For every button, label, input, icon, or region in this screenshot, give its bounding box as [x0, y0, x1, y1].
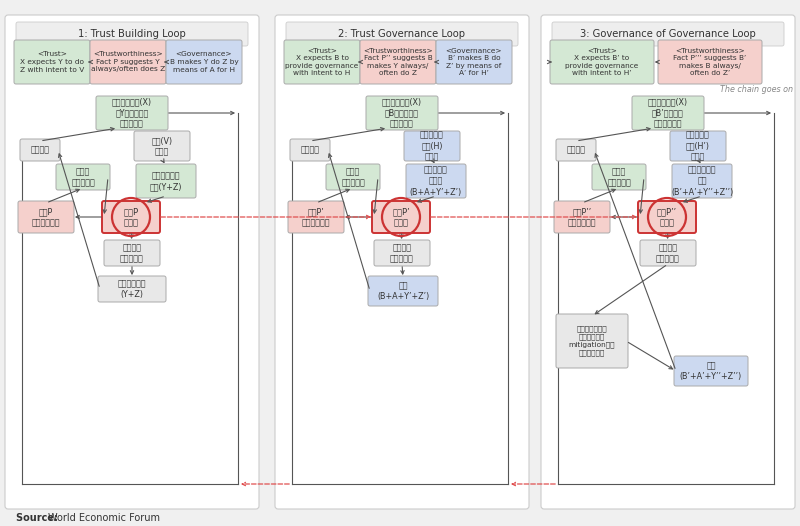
FancyBboxPatch shape: [556, 314, 628, 368]
Text: 3: Governance of Governance Loop: 3: Governance of Governance Loop: [580, 29, 756, 39]
FancyBboxPatch shape: [20, 139, 60, 161]
Text: 事実P’’
の評価: 事実P’’ の評価: [657, 207, 677, 227]
Text: ガバナンス
目的(H’)
の設定: ガバナンス 目的(H’) の設定: [686, 130, 710, 161]
Text: トラスト主体(X)
はBを信頼する
と判断する: トラスト主体(X) はBを信頼する と判断する: [382, 97, 422, 128]
Text: 正・負の
インパクト: 正・負の インパクト: [120, 243, 144, 263]
Text: <Governance>
B makes Y do Z by
means of A for H: <Governance> B makes Y do Z by means of …: [170, 52, 238, 73]
FancyBboxPatch shape: [640, 240, 696, 266]
FancyBboxPatch shape: [592, 164, 646, 190]
FancyBboxPatch shape: [372, 201, 430, 233]
Text: 意図(V)
の設定: 意図(V) の設定: [151, 136, 173, 156]
FancyBboxPatch shape: [404, 131, 460, 161]
Text: ガバナンス
目的(H)
の設定: ガバナンス 目的(H) の設定: [420, 130, 444, 161]
FancyBboxPatch shape: [632, 96, 704, 130]
Text: トラスト主体(X)
はB’を信頼す
ると判断する: トラスト主体(X) はB’を信頼す ると判断する: [648, 97, 688, 128]
FancyBboxPatch shape: [360, 40, 436, 84]
FancyBboxPatch shape: [658, 40, 762, 84]
Text: <Trustworthiness>
Fact P’’ suggests B
makes Y always/
often do Z: <Trustworthiness> Fact P’’ suggests B ma…: [363, 48, 433, 76]
Text: システムデザ
イン
(B’+A’+Y’’+Z’’): システムデザ イン (B’+A’+Y’’+Z’’): [671, 165, 733, 197]
FancyBboxPatch shape: [286, 22, 518, 46]
Text: トラスト: トラスト: [566, 146, 586, 155]
FancyBboxPatch shape: [275, 15, 529, 509]
FancyBboxPatch shape: [18, 201, 74, 233]
FancyBboxPatch shape: [90, 40, 166, 84]
Text: 環境・
リスク分析: 環境・ リスク分析: [607, 167, 631, 187]
FancyBboxPatch shape: [136, 164, 196, 198]
FancyBboxPatch shape: [290, 139, 330, 161]
Text: サービス提供
(Y+Z): サービス提供 (Y+Z): [118, 279, 146, 299]
Text: <Trustworthiness>
Fact P’’’ suggests B’
makes B always/
often do Z’: <Trustworthiness> Fact P’’’ suggests B’ …: [674, 48, 746, 76]
FancyBboxPatch shape: [104, 240, 160, 266]
FancyBboxPatch shape: [552, 22, 784, 46]
Text: 2: Trust Governance Loop: 2: Trust Governance Loop: [338, 29, 466, 39]
FancyBboxPatch shape: [436, 40, 512, 84]
Text: 正・負の
インパクト: 正・負の インパクト: [656, 243, 680, 263]
Text: システムデ
ザイン
(B+A+Y’+Z’): システムデ ザイン (B+A+Y’+Z’): [410, 165, 462, 197]
Text: <Trust>
X expects B’ to
provide governance
with intent to H’: <Trust> X expects B’ to provide governan…: [566, 48, 638, 76]
FancyBboxPatch shape: [166, 40, 242, 84]
FancyBboxPatch shape: [406, 164, 466, 198]
FancyBboxPatch shape: [550, 40, 654, 84]
FancyBboxPatch shape: [134, 131, 190, 161]
Text: 環境・
リスク分析: 環境・ リスク分析: [341, 167, 365, 187]
Text: 事実P’’
の周知・浸透: 事実P’’ の周知・浸透: [568, 207, 596, 227]
FancyBboxPatch shape: [16, 22, 248, 46]
Text: 事実P’
の周知・浸透: 事実P’ の周知・浸透: [302, 207, 330, 227]
Text: 負のインパクト
は小さいので
mitigationする
必要はない。: 負のインパクト は小さいので mitigationする 必要はない。: [569, 326, 615, 357]
FancyBboxPatch shape: [366, 96, 438, 130]
FancyBboxPatch shape: [5, 15, 259, 509]
Text: 1: Trust Building Loop: 1: Trust Building Loop: [78, 29, 186, 39]
Text: <Trustworthiness>
Fact P suggests Y
always/often does Z: <Trustworthiness> Fact P suggests Y alwa…: [91, 52, 165, 73]
FancyBboxPatch shape: [670, 131, 726, 161]
FancyBboxPatch shape: [374, 240, 430, 266]
Text: <Governance>
B’ makes B do
Z’ by means of
A’ for H’: <Governance> B’ makes B do Z’ by means o…: [446, 48, 502, 76]
FancyBboxPatch shape: [288, 201, 344, 233]
Text: 事実P
の評価: 事実P の評価: [123, 207, 138, 227]
FancyBboxPatch shape: [672, 164, 732, 198]
FancyBboxPatch shape: [674, 356, 748, 386]
FancyBboxPatch shape: [556, 139, 596, 161]
FancyBboxPatch shape: [102, 201, 160, 233]
Text: Source:: Source:: [16, 513, 62, 523]
Text: The chain goes on: The chain goes on: [720, 86, 793, 95]
Text: トラスト主体(X)
はYを信頼する
と判断する: トラスト主体(X) はYを信頼する と判断する: [112, 97, 152, 128]
FancyBboxPatch shape: [56, 164, 110, 190]
FancyBboxPatch shape: [98, 276, 166, 302]
Text: <Trust>
X expects Y to do
Z with intent to V: <Trust> X expects Y to do Z with intent …: [20, 52, 84, 73]
Text: トラスト: トラスト: [301, 146, 319, 155]
FancyBboxPatch shape: [638, 201, 696, 233]
FancyBboxPatch shape: [326, 164, 380, 190]
Text: トラスト: トラスト: [30, 146, 50, 155]
Text: <Trust>
X expects B to
provide governance
with intent to H: <Trust> X expects B to provide governanc…: [286, 48, 358, 76]
Text: 事実P
の周知・浸透: 事実P の周知・浸透: [32, 207, 60, 227]
Text: 運用
(B+A+Y’+Z’): 運用 (B+A+Y’+Z’): [377, 281, 429, 301]
Text: サービスデザ
イン(Y+Z): サービスデザ イン(Y+Z): [150, 171, 182, 191]
Text: World Economic Forum: World Economic Forum: [48, 513, 160, 523]
FancyBboxPatch shape: [14, 40, 90, 84]
FancyBboxPatch shape: [541, 15, 795, 509]
FancyBboxPatch shape: [96, 96, 168, 130]
FancyBboxPatch shape: [554, 201, 610, 233]
Text: 環境・
リスク分析: 環境・ リスク分析: [71, 167, 95, 187]
FancyBboxPatch shape: [368, 276, 438, 306]
Text: 運用
(B’+A’+Y’’+Z’’): 運用 (B’+A’+Y’’+Z’’): [680, 361, 742, 381]
Text: 正・負の
インパクト: 正・負の インパクト: [390, 243, 414, 263]
Text: 事実P’
の評価: 事実P’ の評価: [392, 207, 410, 227]
FancyBboxPatch shape: [284, 40, 360, 84]
